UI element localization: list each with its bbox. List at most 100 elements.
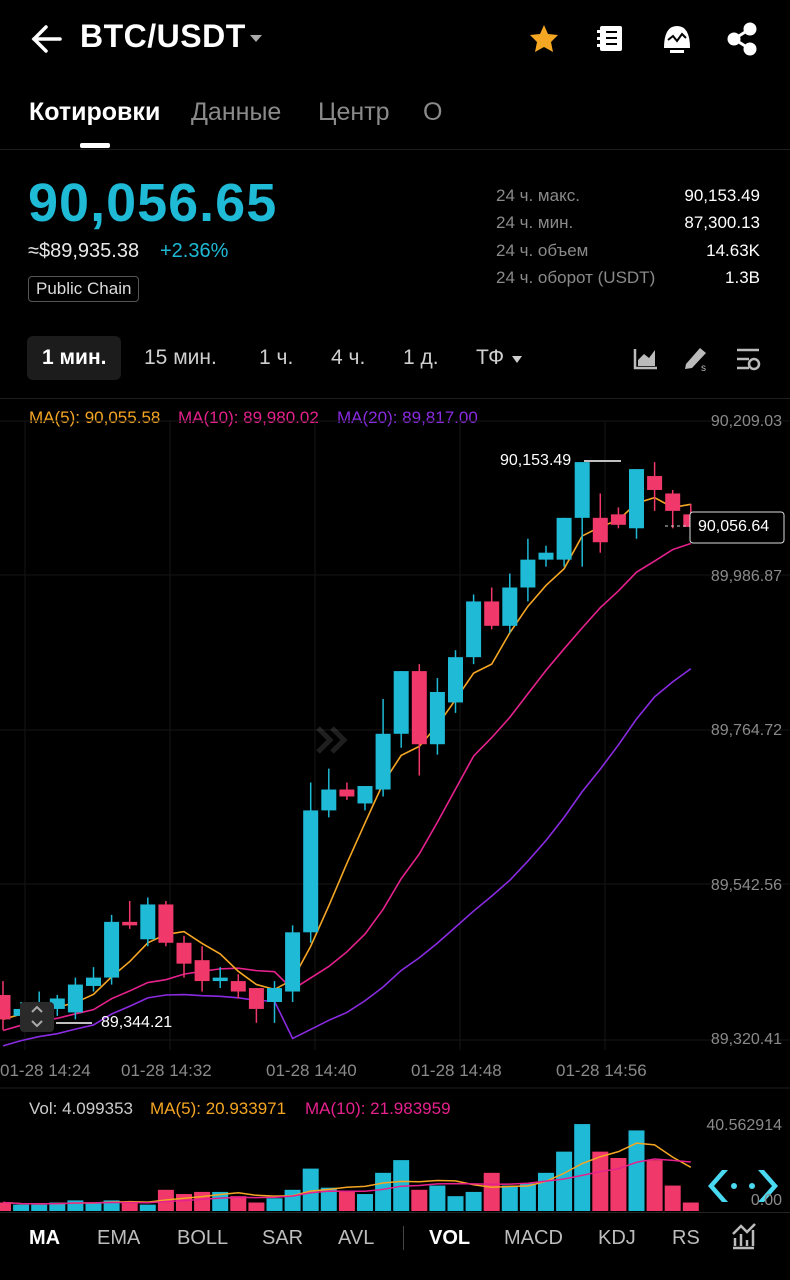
- tab-data[interactable]: Данные: [191, 98, 282, 126]
- ma20-legend: MA(20): 89,817.00: [337, 408, 478, 427]
- volume-bar: [49, 1202, 66, 1211]
- ma20-line: [2, 668, 692, 1047]
- candle-body: [393, 671, 409, 734]
- volume-bar: [13, 1204, 30, 1211]
- scroll-handle[interactable]: [20, 1002, 54, 1032]
- volume-bar: [139, 1204, 156, 1211]
- candle-body: [484, 601, 500, 626]
- candle-body: [248, 988, 264, 1009]
- volume-bar: [121, 1202, 138, 1211]
- volume-bar: [176, 1194, 192, 1211]
- candle-body: [610, 514, 626, 525]
- timeframe-15m[interactable]: 15 мин.: [144, 346, 217, 369]
- candle-body: [321, 789, 337, 811]
- volume-bar: [302, 1168, 319, 1211]
- current-price-box: [689, 511, 785, 544]
- price-change: +2.36%: [160, 240, 229, 262]
- x-axis-label: 01-28 14:48: [411, 1061, 502, 1080]
- volume-bar: [664, 1185, 681, 1211]
- y-axis-label: 90,209.03: [710, 413, 782, 430]
- public-chain-badge[interactable]: Public Chain: [28, 276, 140, 302]
- indicator-sar[interactable]: SAR: [262, 1227, 304, 1249]
- volume-bar: [320, 1187, 337, 1211]
- candle-body: [194, 960, 210, 982]
- chart-settings-icon[interactable]: [737, 348, 761, 371]
- stat-low-label: 24 ч. мин.: [496, 213, 574, 232]
- candle-body: [67, 984, 83, 1013]
- expand-chart-icon[interactable]: [708, 1170, 778, 1202]
- volume-bar: [465, 1191, 482, 1211]
- candle-body: [647, 476, 663, 490]
- x-axis-label: 01-28 14:24: [0, 1061, 91, 1080]
- candle-body: [556, 517, 572, 560]
- volume-bar: [574, 1124, 591, 1211]
- volume-bar: [31, 1204, 48, 1211]
- candle-body: [303, 810, 319, 933]
- vol-axis-zero: 0.00: [750, 1192, 782, 1209]
- draw-tool-icon[interactable]: s: [685, 348, 706, 374]
- volume-bar: [628, 1130, 645, 1211]
- volume-bar: [248, 1202, 265, 1211]
- candle-body: [267, 988, 282, 1002]
- ma10-legend: MA(10): 89,980.02: [178, 408, 319, 427]
- indicator-kdj[interactable]: KDJ: [598, 1227, 636, 1249]
- stat-turnover-value: 1.3B: [725, 268, 760, 287]
- star-icon[interactable]: [530, 25, 558, 52]
- pair-title[interactable]: BTC/USDT: [80, 18, 246, 54]
- indicator-ema[interactable]: EMA: [97, 1227, 141, 1249]
- volume-bars: [0, 1124, 699, 1211]
- vol-axis-max: 40.562914: [706, 1117, 782, 1134]
- dropdown-caret-icon[interactable]: [250, 35, 262, 42]
- candles: [0, 462, 699, 1030]
- volume-bar: [592, 1151, 609, 1211]
- candle-body: [140, 904, 156, 940]
- indicator-settings-icon[interactable]: [732, 1223, 756, 1250]
- share-icon[interactable]: [727, 22, 757, 56]
- alert-bot-icon[interactable]: [664, 26, 690, 53]
- stat-low-value: 87,300.13: [684, 213, 760, 232]
- chart-type-icon[interactable]: [633, 349, 657, 370]
- notes-icon[interactable]: [597, 26, 622, 51]
- divider: [0, 1212, 790, 1213]
- candle-body: [122, 921, 138, 926]
- tab-center[interactable]: Центр: [318, 98, 390, 126]
- indicator-ma[interactable]: MA: [29, 1227, 61, 1249]
- vol-ma5-legend: MA(5): 20.933971: [150, 1099, 287, 1118]
- usd-price: ≈$89,935.38: [28, 240, 140, 262]
- current-price-label: 90,056.64: [698, 518, 770, 535]
- volume-bar: [85, 1202, 102, 1211]
- indicator-boll[interactable]: BOLL: [177, 1227, 229, 1249]
- timeframe-1m[interactable]: 1 мин.: [42, 346, 107, 369]
- volume-bar: [284, 1189, 301, 1211]
- stat-high-value: 90,153.49: [684, 186, 760, 205]
- volume-bar: [194, 1191, 211, 1211]
- candle-body: [502, 587, 518, 626]
- divider: [0, 149, 790, 150]
- candle-body: [158, 904, 174, 943]
- back-arrow-icon[interactable]: [31, 25, 62, 53]
- indicator-avl[interactable]: AVL: [338, 1227, 375, 1249]
- indicator-vol[interactable]: VOL: [429, 1227, 471, 1249]
- timeframe-1d[interactable]: 1 д.: [403, 346, 439, 369]
- volume-bar: [610, 1157, 627, 1211]
- candle-body: [230, 981, 246, 992]
- tab-quotes[interactable]: Котировки: [29, 98, 161, 126]
- timeframe-caret-icon[interactable]: [512, 356, 522, 363]
- timeframe-1h[interactable]: 1 ч.: [259, 346, 294, 369]
- volume-bar: [266, 1198, 283, 1211]
- indicator-macd[interactable]: MACD: [504, 1227, 563, 1249]
- tab-about[interactable]: О: [423, 98, 443, 126]
- candle-body: [574, 462, 590, 518]
- timeframe-more[interactable]: ТФ: [476, 346, 505, 369]
- timeframe-4h[interactable]: 4 ч.: [331, 346, 366, 369]
- y-axis-label: 89,542.56: [710, 877, 782, 894]
- watermark-logo: [316, 726, 348, 754]
- candle-body: [176, 942, 192, 964]
- volume-bar: [501, 1185, 518, 1211]
- candle-body: [357, 786, 373, 804]
- candle-body: [520, 559, 536, 588]
- volume-bar: [103, 1200, 120, 1211]
- volume-bar: [411, 1189, 428, 1211]
- indicator-rsi[interactable]: RS: [672, 1227, 700, 1249]
